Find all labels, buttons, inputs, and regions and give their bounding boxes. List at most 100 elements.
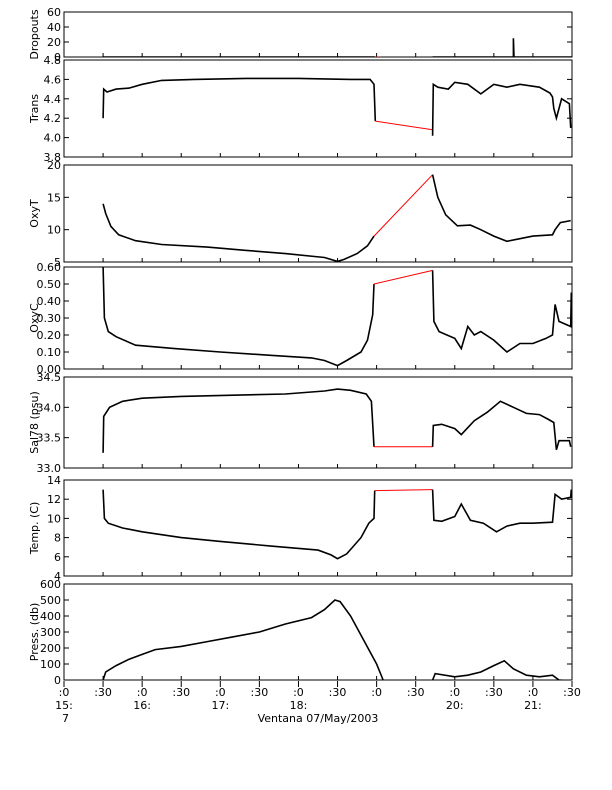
y-tick-label-dropouts: 40 bbox=[47, 21, 61, 34]
x-tick-label: :30 bbox=[172, 686, 190, 699]
y-tick-label-press: 200 bbox=[40, 642, 61, 655]
x-tick-label: :30 bbox=[485, 686, 503, 699]
panel-frame-temp bbox=[63, 479, 573, 577]
x-hour-label: 21: bbox=[524, 699, 542, 712]
series-line-oxyc-2 bbox=[431, 270, 572, 354]
series-line-trans-1 bbox=[375, 120, 433, 131]
y-tick-label-temp: 10 bbox=[47, 512, 61, 525]
y-axis-label-press: Press. (db) bbox=[28, 603, 41, 662]
series-line-press-2 bbox=[431, 659, 571, 680]
y-tick-label-press: 600 bbox=[40, 578, 61, 591]
y-tick-label-sal: 34.5 bbox=[37, 371, 62, 384]
panel-trans: 3.8 4.0 4.2 4.4 4.6 4.8 Trans bbox=[28, 54, 573, 164]
y-tick-label-oxyt: 10 bbox=[47, 224, 61, 237]
y-tick-label-dropouts: 60 bbox=[47, 6, 61, 19]
x-tick-label: :0 bbox=[449, 686, 460, 699]
series-line-temp-0 bbox=[102, 489, 376, 560]
y-tick-label-oxyc: 0.50 bbox=[37, 278, 62, 291]
series-line-trans-2 bbox=[431, 81, 572, 136]
y-tick-label-oxyc: 0.20 bbox=[37, 329, 62, 342]
y-tick-label-trans: 4.4 bbox=[44, 93, 62, 106]
x-axis-title: Ventana 07/May/2003 bbox=[258, 712, 379, 725]
y-tick-label-trans: 4.0 bbox=[44, 132, 62, 145]
panel-sal: 33.0 33.5 34.0 34.5 Sal78 (psu) bbox=[28, 371, 573, 475]
panel-frame-dropouts bbox=[63, 11, 573, 58]
x-tick-label: :30 bbox=[251, 686, 269, 699]
x-tick-label: :30 bbox=[407, 686, 425, 699]
panel-temp: 4 6 8 10 12 14 Temp. (C) bbox=[28, 474, 573, 583]
y-tick-label-oxyc: 0.30 bbox=[37, 312, 62, 325]
panel-dropouts: 0 20 40 60 Dropouts bbox=[28, 6, 573, 64]
x-hour-label: 15: bbox=[55, 699, 73, 712]
y-tick-label-dropouts: 20 bbox=[47, 36, 61, 49]
y-tick-label-temp: 4 bbox=[54, 570, 61, 583]
y-tick-label-oxyc: 0.10 bbox=[37, 346, 62, 359]
panel-frame-sal bbox=[63, 376, 573, 469]
y-axis-label-temp: Temp. (C) bbox=[28, 502, 41, 556]
panel-frame-press bbox=[63, 583, 573, 681]
series-line-oxyt-0 bbox=[102, 203, 375, 262]
x-axis-day-label: 7 bbox=[62, 712, 69, 725]
y-tick-label-oxyt: 15 bbox=[47, 191, 61, 204]
series-line-temp-1 bbox=[374, 489, 433, 492]
y-tick-label-press: 100 bbox=[40, 658, 61, 671]
y-tick-label-temp: 14 bbox=[47, 474, 61, 487]
series-line-oxyc-0 bbox=[102, 267, 375, 367]
x-tick-label: :0 bbox=[293, 686, 304, 699]
panel-frame-oxyt bbox=[63, 164, 573, 263]
y-tick-label-oxyt: 5 bbox=[54, 256, 61, 269]
series-line-press-1 bbox=[383, 681, 433, 682]
y-tick-label-oxyt: 20 bbox=[47, 159, 61, 172]
y-tick-label-trans: 4.6 bbox=[44, 73, 62, 86]
x-tick-label: :0 bbox=[215, 686, 226, 699]
panels: 0204060Dropouts3.84.04.24.44.64.8Trans51… bbox=[28, 6, 573, 687]
y-tick-label-press: 300 bbox=[40, 626, 61, 639]
y-tick-label-press: 0 bbox=[54, 674, 61, 687]
y-tick-label-temp: 12 bbox=[47, 493, 61, 506]
y-tick-label-press: 500 bbox=[40, 594, 61, 607]
y-axis-label-dropouts: Dropouts bbox=[28, 9, 41, 59]
series-line-dropouts-2 bbox=[432, 38, 572, 57]
series-line-oxyt-1 bbox=[373, 174, 433, 237]
series-line-trans-0 bbox=[102, 77, 377, 122]
y-axis-label-oxyt: OxyT bbox=[28, 199, 41, 228]
y-axis-label-oxyc: OxyC bbox=[28, 303, 41, 333]
y-tick-label-sal: 34.0 bbox=[37, 401, 62, 414]
x-tick-label: :30 bbox=[94, 686, 112, 699]
y-tick-label-trans: 3.8 bbox=[44, 151, 62, 164]
y-tick-label-oxyc: 0.00 bbox=[37, 363, 62, 376]
y-tick-label-dropouts: 0 bbox=[54, 51, 61, 64]
x-hour-label: 20: bbox=[446, 699, 464, 712]
y-axis-label-trans: Trans bbox=[28, 94, 41, 124]
series-line-oxyt-2 bbox=[431, 174, 571, 243]
x-tick-label: :0 bbox=[59, 686, 70, 699]
y-tick-label-sal: 33.5 bbox=[37, 432, 62, 445]
series-line-oxyc-1 bbox=[373, 269, 433, 285]
y-axis-label-sal: Sal78 (psu) bbox=[28, 391, 41, 454]
x-hour-label: 16: bbox=[133, 699, 151, 712]
series-line-temp-2 bbox=[431, 489, 572, 533]
x-tick-label: :0 bbox=[137, 686, 148, 699]
series-line-sal-0 bbox=[102, 388, 375, 453]
y-tick-label-temp: 6 bbox=[54, 551, 61, 564]
panel-oxyc: 0.00 0.10 0.20 0.30 0.40 0.50 0.60 OxyC bbox=[28, 261, 573, 376]
y-tick-label-trans: 4.8 bbox=[44, 54, 62, 67]
y-tick-label-oxyc: 0.40 bbox=[37, 295, 62, 308]
y-tick-label-press: 400 bbox=[40, 610, 61, 623]
y-tick-label-oxyc: 0.60 bbox=[37, 261, 62, 274]
x-hour-label: 18: bbox=[290, 699, 308, 712]
x-hour-label: 17: bbox=[211, 699, 229, 712]
y-tick-label-temp: 8 bbox=[54, 532, 61, 545]
x-tick-label: :30 bbox=[329, 686, 347, 699]
y-tick-label-sal: 33.0 bbox=[37, 462, 62, 475]
panel-press: 0 100 200 300 400 500 600 Press. (db) bbox=[28, 578, 573, 687]
x-tick-label: :0 bbox=[371, 686, 382, 699]
x-axis: :0:30:0:30:0:30:0:30:0:30:0:30:0:30 15: 16… bbox=[55, 681, 581, 712]
series-line-press-0 bbox=[102, 599, 384, 680]
y-tick-label-trans: 4.2 bbox=[44, 112, 62, 125]
panel-frame-trans bbox=[63, 59, 573, 158]
series-line-sal-2 bbox=[431, 400, 572, 451]
panel-oxyt: 5 10 15 20 OxyT bbox=[28, 159, 573, 269]
